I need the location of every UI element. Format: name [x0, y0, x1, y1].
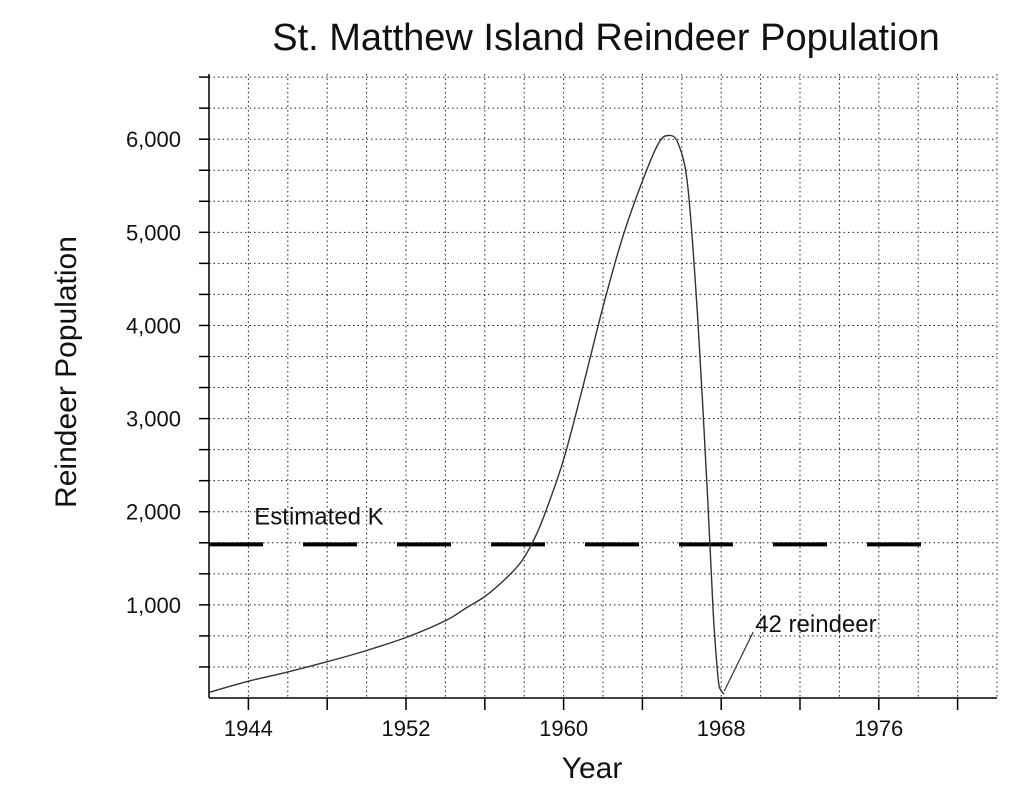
x-tick-label: 1952 [382, 716, 431, 741]
plot-grid [209, 74, 998, 698]
x-axis-ticks: 1944 1952 1960 1968 1976 [224, 698, 959, 741]
chart-title: St. Matthew Island Reindeer Population [272, 17, 940, 59]
y-tick-label: 5,000 [126, 220, 181, 245]
y-axis-label: Reindeer Population [50, 236, 83, 508]
y-tick-label: 2,000 [126, 500, 181, 525]
y-tick-label: 6,000 [126, 127, 181, 152]
estimated-k-label: Estimated K [254, 503, 383, 530]
x-axis-label: Year [562, 752, 623, 785]
y-axis-ticks: 1,000 2,000 3,000 4,000 5,000 6,000 [126, 76, 209, 668]
x-tick-label: 1960 [539, 716, 588, 741]
y-tick-label: 3,000 [126, 407, 181, 432]
x-tick-label: 1944 [224, 716, 273, 741]
x-tick-label: 1968 [697, 716, 746, 741]
x-tick-label: 1976 [854, 716, 903, 741]
population-series-line [208, 134, 725, 695]
annotation-42-reindeer: 42 reindeer [755, 611, 876, 638]
y-tick-label: 4,000 [126, 313, 181, 338]
y-tick-label: 1,000 [126, 593, 181, 618]
annotation-leader-line [723, 631, 754, 692]
